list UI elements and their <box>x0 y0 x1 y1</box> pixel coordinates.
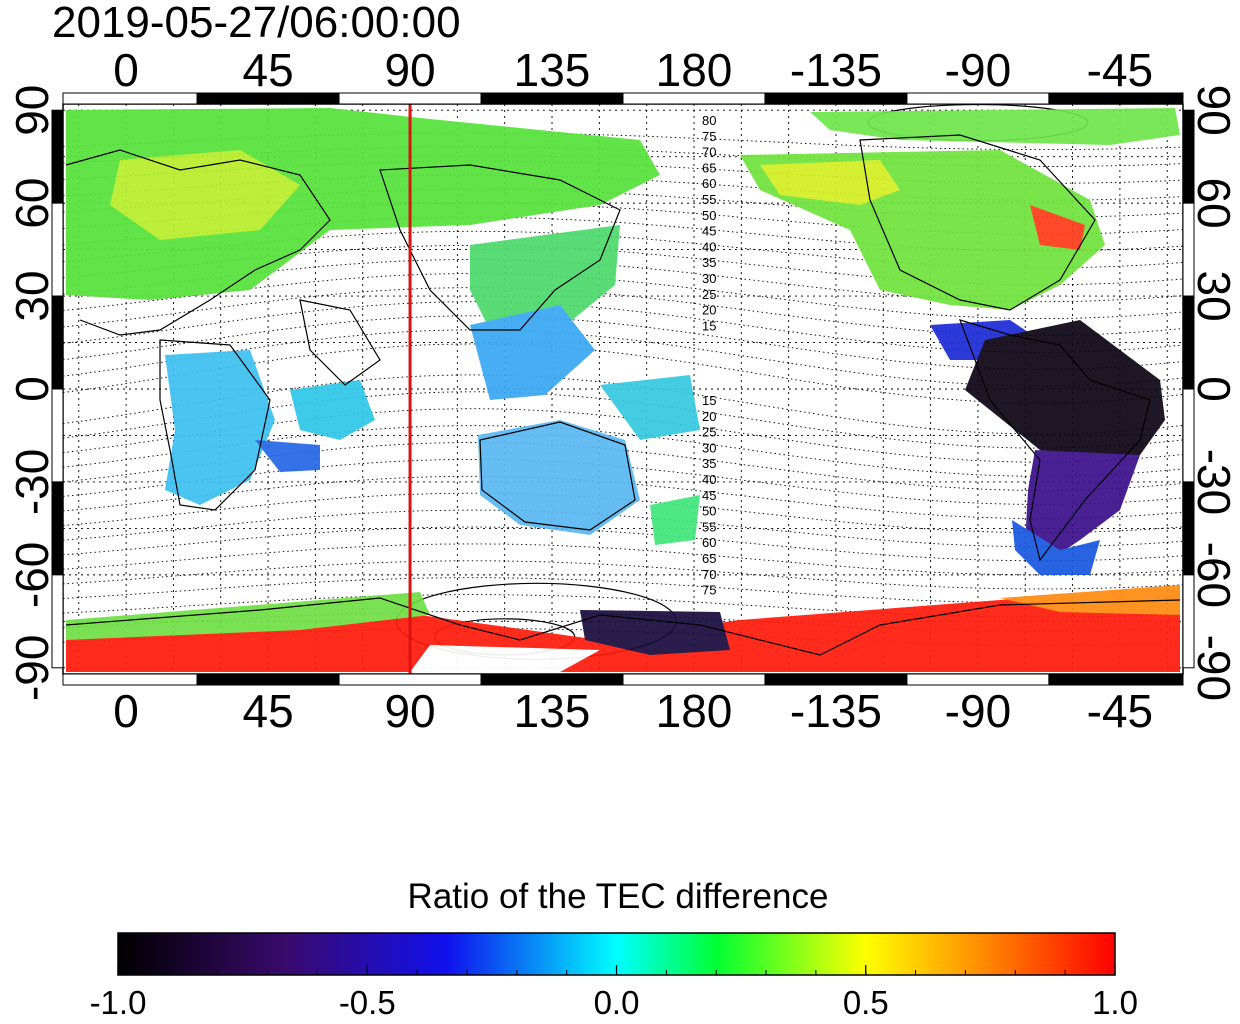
timestamp-title: 2019-05-27/06:00:00 <box>52 0 461 47</box>
contour-label-south: 25 <box>702 425 716 440</box>
contour-label-south: 40 <box>702 472 716 487</box>
frame-bar-bottom <box>907 674 1049 685</box>
y-tick-label-left: 90 <box>6 85 58 136</box>
x-tick-label-top: 90 <box>384 44 435 96</box>
contour-label-south: 50 <box>702 504 716 519</box>
frame-bar-bottom <box>197 674 339 685</box>
y-tick-label-right: -90 <box>1188 635 1240 701</box>
contour-label-south: 45 <box>702 488 716 503</box>
y-tick-label-left: -60 <box>6 542 58 608</box>
frame-bar-bottom <box>765 674 907 685</box>
contour-label-north: 80 <box>702 113 716 128</box>
contour-labels: 8075706560555045403530252015152025303540… <box>702 113 716 598</box>
x-tick-label-bottom: -90 <box>945 685 1011 737</box>
data-patch-pacific <box>600 375 700 440</box>
frame-bar-bottom <box>63 674 197 685</box>
x-tick-label-top: 0 <box>113 44 139 96</box>
contour-label-north: 35 <box>702 255 716 270</box>
y-tick-label-right: -60 <box>1188 542 1240 608</box>
contour-label-north: 30 <box>702 271 716 286</box>
x-tick-label-bottom: 180 <box>656 685 733 737</box>
data-patch-africa <box>165 350 275 505</box>
y-tick-label-left: 60 <box>6 178 58 229</box>
data-patch-australia <box>478 420 640 535</box>
colorbar-tick-label: -0.5 <box>339 984 396 1021</box>
map-area <box>63 104 1183 674</box>
colorbar-tick-label: -1.0 <box>90 984 147 1021</box>
contour-label-north: 70 <box>702 145 716 160</box>
x-tick-label-top: -90 <box>945 44 1011 96</box>
x-tick-label-bottom: -45 <box>1087 685 1153 737</box>
contour-label-north: 15 <box>702 318 716 333</box>
x-tick-label-top: 180 <box>656 44 733 96</box>
contour-label-north: 45 <box>702 224 716 239</box>
contour-label-north: 60 <box>702 176 716 191</box>
y-tick-label-right: 90 <box>1188 85 1240 136</box>
y-tick-label-right: 0 <box>1188 376 1240 402</box>
x-tick-label-bottom: 135 <box>514 685 591 737</box>
colorbar-tick-label: 0.0 <box>594 984 640 1021</box>
contour-label-north: 40 <box>702 239 716 254</box>
contour-label-south: 75 <box>702 583 716 598</box>
x-tick-label-bottom: 0 <box>113 685 139 737</box>
data-patch-africa-blue <box>255 440 320 472</box>
frame-bar-bottom <box>481 674 623 685</box>
y-tick-label-right: -30 <box>1188 449 1240 515</box>
y-tick-label-left: 0 <box>6 376 58 402</box>
frame-bar-bottom <box>1049 674 1183 685</box>
x-tick-label-bottom: -135 <box>790 685 882 737</box>
contour-label-north: 50 <box>702 208 716 223</box>
colorbar-tick-label: 1.0 <box>1092 984 1138 1021</box>
colorbar-tick-label: 0.5 <box>843 984 889 1021</box>
x-tick-label-top: 135 <box>514 44 591 96</box>
x-tick-label-top: 45 <box>242 44 293 96</box>
y-tick-label-right: 30 <box>1188 270 1240 321</box>
contour-label-north: 55 <box>702 192 716 207</box>
contour-label-south: 55 <box>702 519 716 534</box>
contour-label-south: 15 <box>702 393 716 408</box>
x-tick-label-bottom: 90 <box>384 685 435 737</box>
x-tick-label-top: -135 <box>790 44 882 96</box>
tec-ratio-data <box>66 108 1180 672</box>
data-patch-india <box>290 380 375 440</box>
frame-bar-bottom <box>339 674 481 685</box>
contour-label-north: 25 <box>702 287 716 302</box>
contour-label-south: 20 <box>702 409 716 424</box>
contour-label-south: 60 <box>702 535 716 550</box>
contour-label-north: 20 <box>702 303 716 318</box>
contour-label-south: 30 <box>702 440 716 455</box>
y-tick-label-left: 30 <box>6 270 58 321</box>
data-patch-nz <box>650 495 700 545</box>
contour-label-north: 75 <box>702 129 716 144</box>
contour-label-south: 65 <box>702 551 716 566</box>
contour-label-north: 65 <box>702 160 716 175</box>
contour-label-south: 70 <box>702 567 716 582</box>
contour-label-south: 35 <box>702 456 716 471</box>
x-tick-label-top: -45 <box>1087 44 1153 96</box>
frame-bar-bottom <box>623 674 765 685</box>
y-tick-label-right: 60 <box>1188 178 1240 229</box>
colorbar-title: Ratio of the TEC difference <box>408 877 829 916</box>
y-tick-label-left: -30 <box>6 449 58 515</box>
y-tick-label-left: -90 <box>6 635 58 701</box>
x-tick-label-bottom: 45 <box>242 685 293 737</box>
